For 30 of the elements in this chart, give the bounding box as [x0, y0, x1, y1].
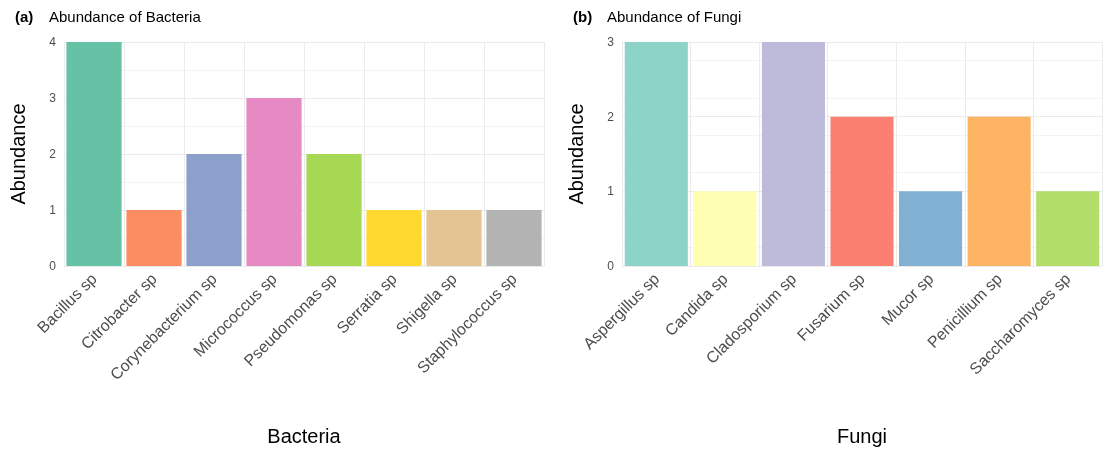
- y-axis-title: Abundance: [565, 103, 587, 205]
- bar: [126, 210, 182, 266]
- x-axis-title: Bacteria: [267, 425, 342, 447]
- y-tick-label: 2: [49, 147, 57, 161]
- bar: [186, 154, 242, 266]
- y-tick-label: 3: [49, 91, 57, 105]
- y-axis-title: Abundance: [7, 103, 29, 205]
- y-tick-label: 0: [607, 259, 615, 273]
- chart-title: Abundance of Bacteria: [49, 8, 202, 25]
- bar: [899, 191, 963, 266]
- y-tick-label: 3: [607, 35, 615, 49]
- x-axis-title: Fungi: [836, 425, 888, 447]
- bar: [967, 116, 1031, 266]
- y-tick-label: 4: [49, 35, 57, 49]
- bar: [486, 210, 542, 266]
- bar: [306, 154, 362, 266]
- text: (b): [573, 8, 593, 25]
- bar: [1036, 191, 1100, 266]
- y-tick-label: 1: [49, 203, 57, 217]
- bar: [761, 42, 825, 266]
- text: (a): [15, 8, 34, 25]
- bar: [366, 210, 422, 266]
- bar: [426, 210, 482, 266]
- bar: [246, 98, 302, 266]
- chart-title: Abundance of Fungi: [607, 8, 742, 25]
- bar: [693, 191, 757, 266]
- bar: [830, 116, 894, 266]
- y-tick-label: 1: [607, 184, 615, 199]
- y-tick-label: 0: [49, 259, 57, 273]
- y-tick-label: 2: [607, 109, 615, 124]
